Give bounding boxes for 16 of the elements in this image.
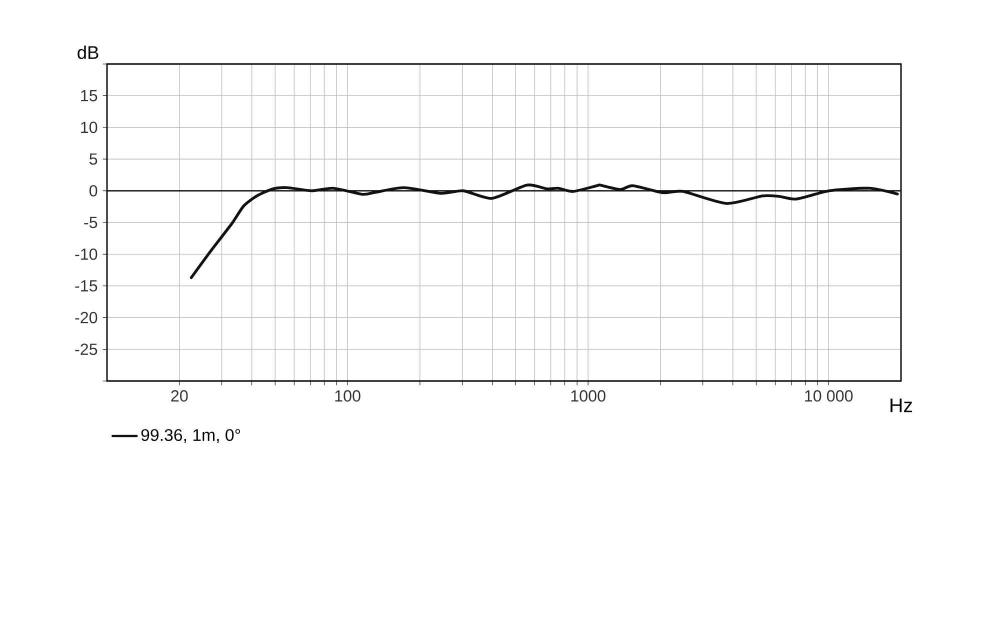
legend-label: 99.36, 1m, 0° (141, 429, 240, 444)
y-axis-title: dB (78, 46, 98, 60)
y-tick-label: 0 (89, 185, 98, 197)
y-tick-label: -15 (75, 280, 98, 292)
x-tick-label: 20 (171, 390, 188, 402)
x-tick-label: 1000 (571, 390, 606, 402)
x-tick-label: 100 (335, 390, 360, 402)
y-tick-label: -5 (84, 216, 98, 228)
y-tick-label: 15 (81, 90, 98, 102)
y-tick-label: 5 (89, 153, 98, 165)
x-axis-title: Hz (890, 398, 912, 412)
y-tick-label: -25 (75, 344, 98, 356)
x-tick-label: 10 000 (805, 390, 853, 402)
y-tick-label: -20 (75, 312, 98, 324)
y-tick-label: -10 (75, 248, 98, 260)
y-tick-label: 10 (81, 122, 98, 134)
